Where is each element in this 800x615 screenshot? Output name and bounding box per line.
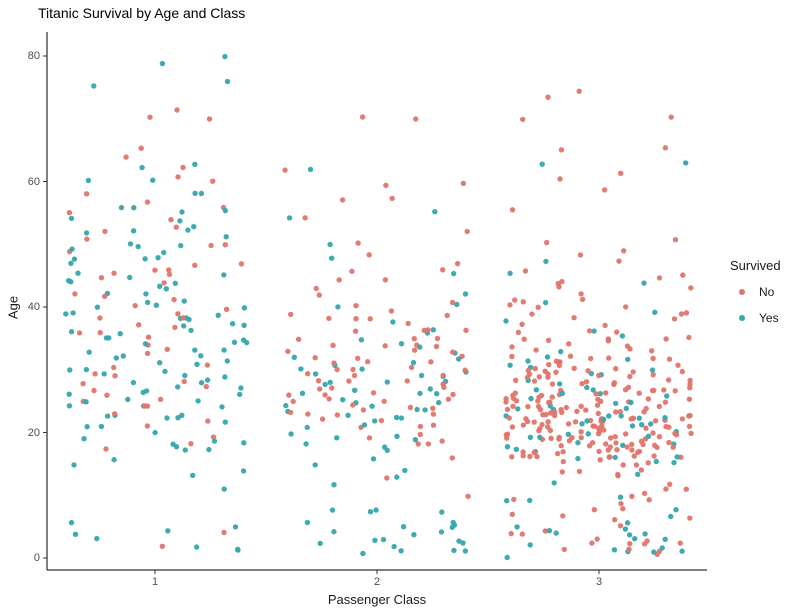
x-tick-label: 2 — [373, 576, 381, 588]
y-axis-title: Age — [5, 295, 21, 320]
x-axis-title: Passenger Class — [327, 592, 427, 607]
legend-entry-label: Yes — [759, 310, 779, 325]
legend-title: Survived — [730, 258, 781, 273]
legend-yes-dot-icon — [739, 314, 745, 321]
y-tick-label: 20 — [27, 426, 40, 439]
data-points — [63, 53, 694, 561]
legend-entry-no: No — [722, 284, 800, 299]
y-tick-label: 40 — [27, 301, 40, 313]
legend: Survived No Yes — [722, 258, 800, 337]
legend-no-dot-icon — [739, 288, 745, 295]
x-tick-label: 3 — [595, 576, 603, 588]
y-tick-label: 0 — [33, 552, 40, 564]
y-tick-label: 80 — [27, 50, 40, 62]
y-tick-label: 60 — [27, 175, 40, 188]
x-tick-label: 1 — [151, 576, 159, 588]
chart-title: Titanic Survival by Age and Class — [38, 5, 246, 21]
legend-entry-yes: Yes — [722, 310, 800, 325]
legend-entry-label: No — [759, 284, 775, 299]
